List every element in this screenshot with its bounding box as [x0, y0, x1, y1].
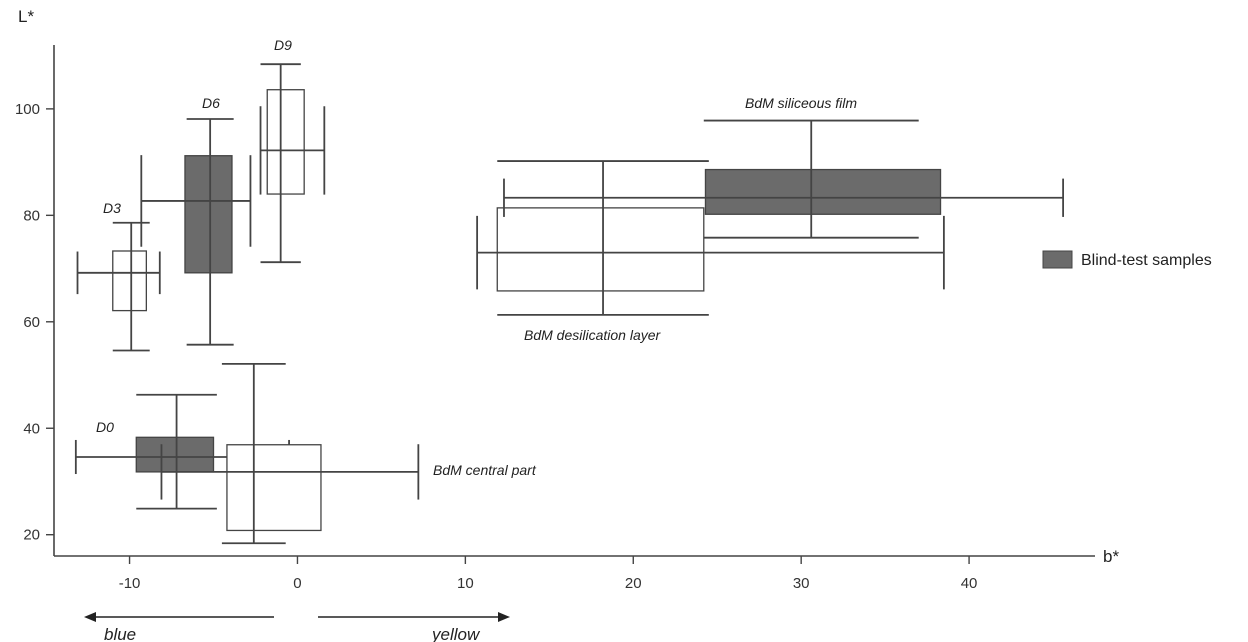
legend-swatch — [1042, 250, 1073, 269]
y-axis-title: L* — [18, 7, 34, 26]
y-tick-label: 100 — [15, 101, 40, 118]
box-d6 — [184, 155, 233, 274]
label-bdm-desilication-layer: BdM desilication layer — [524, 327, 662, 343]
y-tick-label: 60 — [23, 314, 40, 331]
box-d9 — [266, 89, 305, 195]
x-tick-label: 30 — [793, 575, 810, 592]
series-bdm-central-part — [160, 362, 420, 545]
yellow-direction-arrow — [318, 612, 510, 622]
legend-label: Blind-test samples — [1081, 252, 1212, 269]
x-axis-ticks: -10 0 10 20 30 40 — [119, 556, 978, 592]
series-d6 — [140, 118, 252, 346]
series-bdm-siliceous-film — [503, 119, 1064, 239]
box-d0 — [135, 436, 215, 473]
box-bdm-siliceous-film — [704, 168, 942, 215]
legend: Blind-test samples — [1042, 250, 1212, 269]
y-tick-label: 20 — [23, 527, 40, 544]
blue-direction-label: blue — [104, 625, 136, 642]
series-d9 — [259, 63, 326, 264]
y-tick-label: 80 — [23, 207, 40, 224]
label-d0: D0 — [96, 419, 114, 435]
series-d3 — [76, 221, 161, 352]
x-tick-label: 0 — [293, 575, 301, 592]
x-tick-label: 40 — [961, 575, 978, 592]
x-tick-label: 10 — [457, 575, 474, 592]
yellow-direction-label: yellow — [431, 625, 481, 642]
label-bdm-siliceous-film: BdM siliceous film — [745, 95, 857, 111]
y-tick-label: 40 — [23, 420, 40, 437]
x-axis-title: b* — [1103, 547, 1119, 566]
x-tick-label: -10 — [119, 575, 141, 592]
series-bdm-desilication-layer — [476, 160, 945, 316]
box-bdm-desilication-layer — [496, 207, 705, 292]
y-axis-ticks: 20 40 60 80 100 — [15, 101, 54, 544]
label-d9: D9 — [274, 37, 292, 53]
label-d6: D6 — [202, 95, 220, 111]
label-d3: D3 — [103, 200, 121, 216]
x-tick-label: 20 — [625, 575, 642, 592]
label-bdm-central-part: BdM central part — [433, 462, 537, 478]
blue-direction-arrow — [84, 612, 274, 622]
box-d3 — [112, 250, 147, 312]
data-marks — [74, 63, 1064, 545]
box-bdm-central-part — [226, 444, 322, 532]
